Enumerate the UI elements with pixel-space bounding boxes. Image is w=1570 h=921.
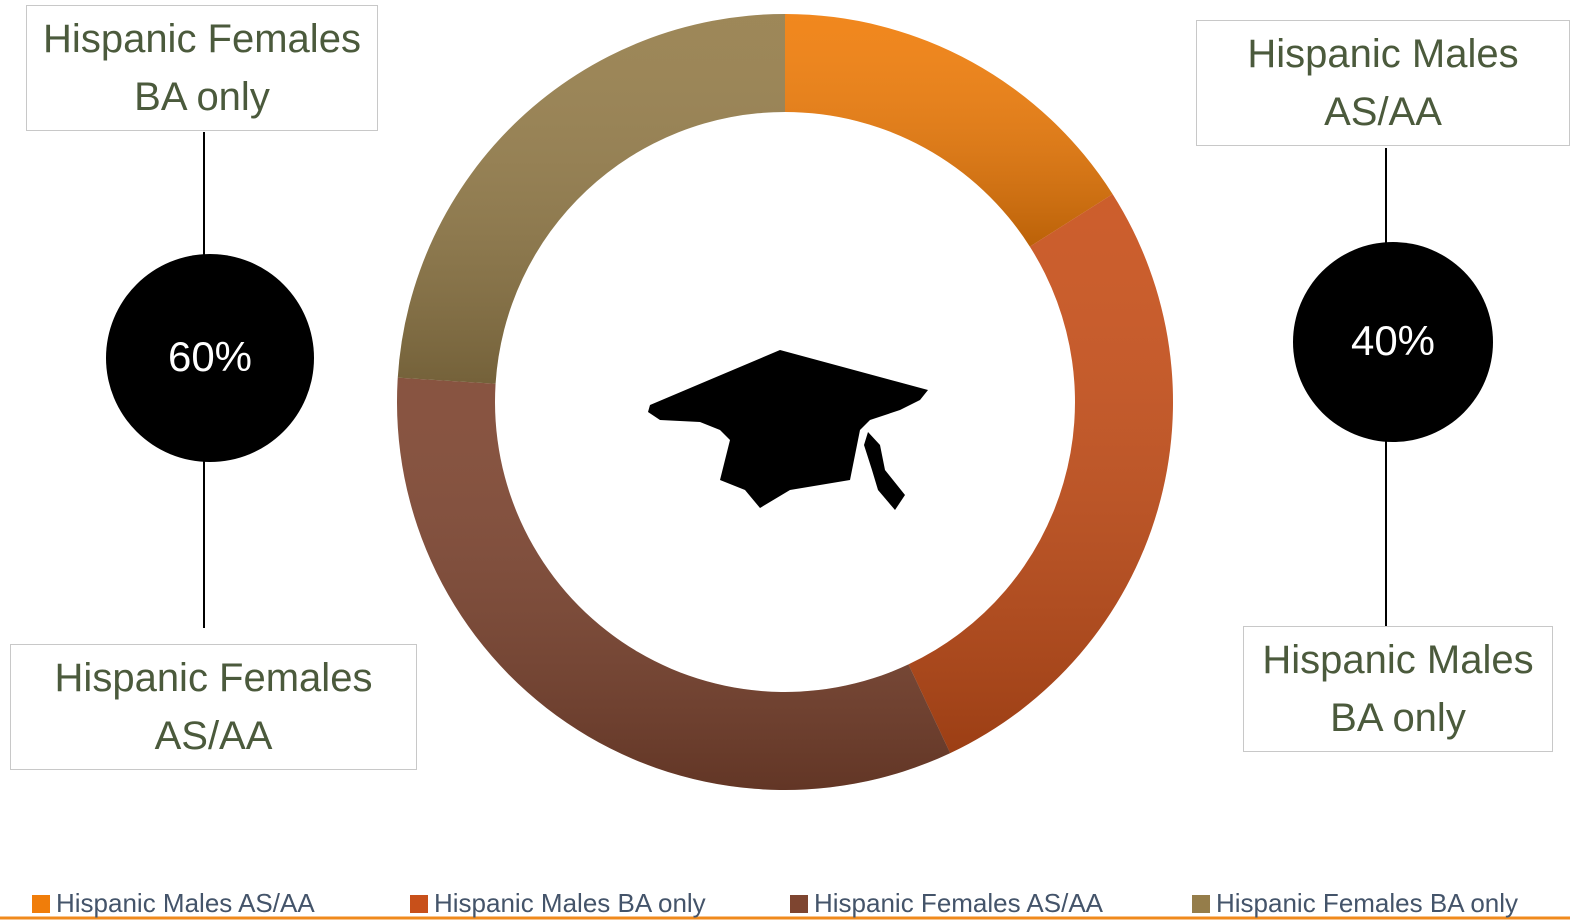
legend-swatch (410, 894, 428, 913)
callout-percent: 40% (1351, 317, 1435, 364)
legend-label: Hispanic Females AS/AA (814, 888, 1104, 918)
legend-item: Hispanic Males BA only (410, 888, 706, 919)
legend-label: Hispanic Males BA only (434, 888, 706, 918)
graduation-cap (648, 350, 928, 510)
label-box: Hispanic Males BA only (1243, 626, 1553, 752)
donut (396, 14, 1173, 790)
segment-shade (396, 377, 951, 790)
segment-shade (785, 14, 1113, 247)
legend-item: Hispanic Females AS/AA (790, 888, 1103, 919)
segment-shade (397, 14, 785, 384)
label-box: Hispanic Females AS/AA (10, 644, 417, 770)
segment-shade (908, 194, 1173, 754)
legend-swatch (790, 894, 808, 913)
callout-percent: 60% (168, 333, 252, 380)
legend-swatch (1192, 894, 1210, 913)
legend-label: Hispanic Males AS/AA (56, 888, 315, 918)
connectors (203, 132, 1387, 628)
callout-circle (1293, 242, 1493, 442)
callout-circle (106, 254, 314, 462)
label-box: Hispanic Females BA only (26, 5, 378, 131)
label-box: Hispanic Males AS/AA (1196, 20, 1570, 146)
legend-item: Hispanic Males AS/AA (32, 888, 315, 919)
legend-item: Hispanic Females BA only (1192, 888, 1518, 919)
legend-swatch (32, 894, 50, 913)
legend-label: Hispanic Females BA only (1216, 888, 1519, 918)
